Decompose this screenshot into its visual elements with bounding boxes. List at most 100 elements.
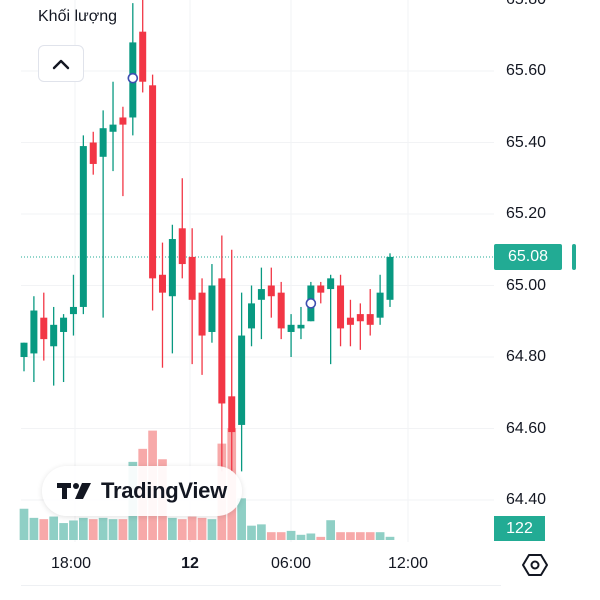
- candle-body: [109, 124, 117, 132]
- candle: [218, 235, 226, 472]
- candle-body: [119, 117, 127, 125]
- price-label: 65.80: [506, 0, 546, 9]
- candle-body: [257, 289, 265, 300]
- candle-body: [277, 292, 285, 329]
- volume-bar: [296, 534, 306, 540]
- volume-bar: [247, 525, 256, 540]
- event-marker[interactable]: [305, 298, 317, 309]
- candle: [139, 0, 147, 93]
- volume-bar: [237, 498, 246, 540]
- candle: [327, 274, 335, 365]
- candle: [317, 281, 325, 304]
- collapse-legend-button[interactable]: [38, 45, 84, 82]
- volume-bar: [306, 533, 316, 540]
- candle-body: [60, 317, 68, 332]
- candle-body: [158, 274, 166, 293]
- candle: [208, 264, 216, 343]
- volume-bar: [19, 508, 29, 540]
- candle-body: [99, 128, 107, 157]
- candle-body: [20, 342, 28, 357]
- time-label-1800: 18:00: [50, 555, 92, 572]
- candle-body: [238, 335, 246, 425]
- candle: [168, 224, 176, 354]
- event-marker[interactable]: [127, 72, 139, 84]
- candle: [119, 106, 127, 197]
- volume-bar: [168, 517, 177, 540]
- volume-bar: [29, 517, 39, 540]
- candle-body: [149, 85, 157, 279]
- candle: [257, 267, 265, 340]
- candle: [248, 285, 256, 347]
- volume-bar: [266, 532, 276, 540]
- volume-bar: [118, 519, 128, 540]
- candle: [40, 292, 48, 361]
- candle: [89, 131, 97, 175]
- candle: [20, 342, 28, 372]
- candle: [198, 278, 206, 375]
- candle-body: [40, 317, 48, 340]
- price-label: 65.20: [506, 205, 547, 222]
- candle: [228, 249, 236, 472]
- volume-bar: [69, 520, 78, 540]
- tradingview-logo[interactable]: TradingView: [42, 466, 242, 516]
- price-label: 65.60: [506, 62, 547, 79]
- volume-bar: [177, 519, 187, 540]
- candle: [238, 292, 246, 472]
- candle-body: [79, 146, 87, 307]
- volume-bar: [98, 517, 108, 540]
- volume-bar: [39, 519, 49, 540]
- candle: [188, 228, 196, 365]
- volume-bar: [385, 536, 395, 540]
- candle-body: [327, 278, 335, 290]
- volume-bar: [375, 532, 385, 540]
- candle-body: [376, 292, 384, 318]
- candle-body: [346, 317, 354, 325]
- candle: [50, 306, 58, 386]
- candle: [366, 289, 374, 336]
- candle: [267, 267, 275, 318]
- candle: [305, 281, 317, 322]
- tradingview-wordmark: TradingView: [101, 478, 227, 503]
- volume-bar: [79, 517, 88, 540]
- candle-body: [178, 228, 186, 265]
- current-volume-label: 122: [494, 516, 545, 541]
- candle-body: [198, 292, 206, 336]
- volume-bar: [187, 516, 197, 540]
- current-price-marker: [572, 244, 576, 270]
- candle: [99, 110, 107, 318]
- candle: [386, 253, 394, 307]
- settings-hexagon-icon[interactable]: [522, 552, 548, 578]
- candle-body: [297, 324, 305, 329]
- candle-body: [168, 239, 176, 297]
- volume-bar: [59, 523, 68, 540]
- candle: [376, 274, 384, 325]
- price-label: 64.60: [506, 419, 547, 437]
- candle: [337, 274, 345, 347]
- volume-bar: [207, 519, 217, 540]
- candle-body: [228, 396, 236, 433]
- candle-body: [139, 31, 147, 82]
- volume-bar: [286, 530, 296, 540]
- candle-body: [248, 303, 256, 329]
- candle: [297, 306, 305, 340]
- candle: [127, 3, 139, 136]
- candle-body: [218, 278, 226, 404]
- volume-bar: [365, 532, 375, 540]
- candle: [60, 314, 68, 383]
- volume-bar: [88, 519, 98, 540]
- candle: [158, 242, 166, 368]
- candle-body: [267, 285, 275, 297]
- candle: [79, 135, 87, 315]
- candle: [109, 81, 117, 172]
- price-label: 64.40: [506, 491, 547, 508]
- candle-body: [89, 142, 97, 164]
- candle-body: [50, 324, 58, 347]
- volume-legend-label: Khối lượng: [38, 8, 118, 25]
- volume-bar: [346, 532, 355, 540]
- time-label-1200: 12:00: [387, 555, 429, 572]
- candle: [149, 74, 157, 311]
- volume-bar: [316, 536, 326, 540]
- candle-body: [208, 285, 216, 332]
- candle-body: [356, 314, 364, 322]
- price-label: 65.00: [506, 276, 547, 294]
